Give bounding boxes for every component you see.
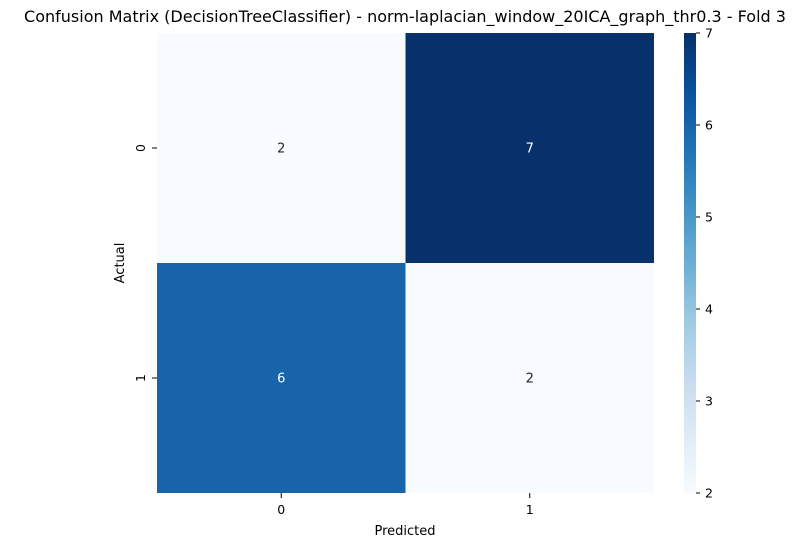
- y-tick-label-0: 0: [133, 144, 148, 152]
- heatmap-cell-r1-c1: [405, 263, 654, 493]
- x-tick-label-1: 1: [526, 502, 534, 517]
- y-axis-ticks: 01: [133, 144, 157, 382]
- heatmap-cell-label-r0-c1: 7: [526, 142, 534, 157]
- heatmap-cell-label-r0-c0: 2: [277, 142, 285, 157]
- y-axis-label: Actual: [113, 243, 128, 284]
- heatmap-cell-label-r1-c0: 6: [277, 372, 285, 387]
- colorbar: [684, 33, 696, 493]
- colorbar-ticks: 2 3 4 5 6 7: [696, 26, 713, 501]
- colorbar-tick-label-0: 2: [705, 486, 713, 501]
- chart-title: Confusion Matrix (DecisionTreeClassifier…: [24, 7, 786, 27]
- y-tick-label-1: 1: [133, 374, 148, 382]
- colorbar-tick-label-2: 4: [705, 302, 713, 317]
- heatmap-cells: [157, 33, 654, 493]
- heatmap-cell-r0-c0: [157, 33, 406, 263]
- heatmap-cell-r0-c1: [405, 33, 654, 263]
- colorbar-tick-label-3: 5: [705, 210, 713, 225]
- colorbar-tick-label-1: 3: [705, 394, 713, 409]
- heatmap-cell-label-r1-c1: 2: [526, 372, 534, 387]
- colorbar-tick-label-5: 7: [705, 26, 713, 41]
- heatmap-cell-r1-c0: [157, 263, 406, 493]
- x-tick-label-0: 0: [277, 502, 285, 517]
- heatmap-cell-labels: 2 7 6 2: [277, 142, 534, 387]
- colorbar-tick-label-4: 6: [705, 118, 713, 133]
- x-axis-label: Predicted: [374, 524, 435, 539]
